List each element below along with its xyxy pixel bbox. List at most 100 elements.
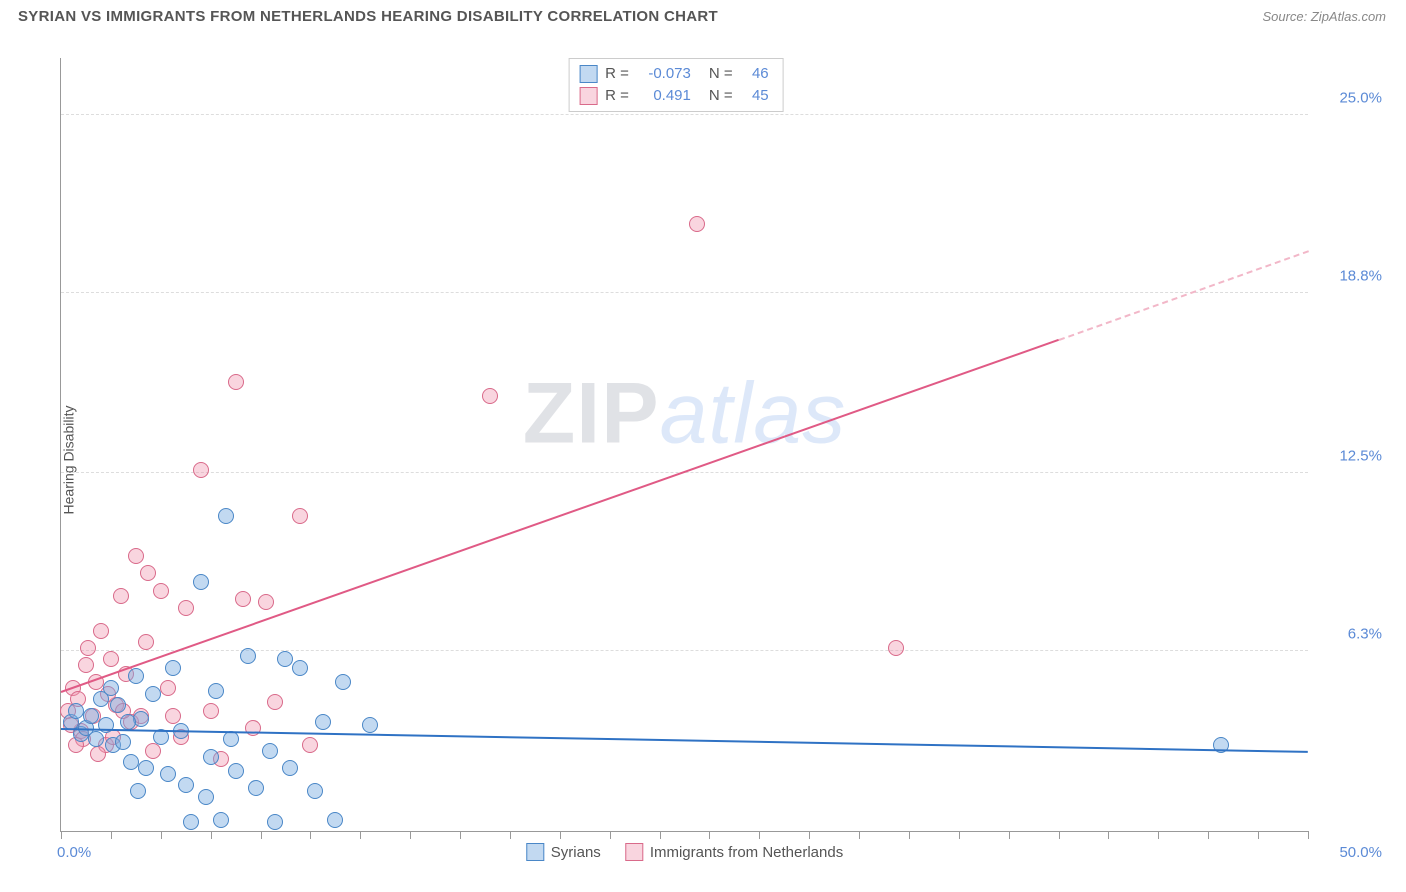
scatter-point-blue [110, 697, 126, 713]
legend-item: Immigrants from Netherlands [625, 843, 843, 861]
scatter-point-blue [362, 717, 378, 733]
scatter-point-pink [113, 588, 129, 604]
scatter-point-blue [203, 749, 219, 765]
scatter-point-pink [193, 462, 209, 478]
scatter-point-pink [93, 623, 109, 639]
scatter-point-pink [78, 657, 94, 673]
scatter-point-pink [178, 600, 194, 616]
x-tick [460, 831, 461, 839]
scatter-point-pink [138, 634, 154, 650]
x-tick [111, 831, 112, 839]
x-tick [1208, 831, 1209, 839]
n-label: N = [709, 85, 733, 107]
scatter-point-blue [103, 680, 119, 696]
scatter-point-pink [228, 374, 244, 390]
scatter-point-blue [138, 760, 154, 776]
x-tick [1258, 831, 1259, 839]
r-label: R = [605, 85, 629, 107]
stats-row: R = -0.073 N = 46 [579, 63, 769, 85]
scatter-point-blue [120, 714, 136, 730]
r-value: -0.073 [637, 63, 691, 85]
x-tick [310, 831, 311, 839]
stats-legend-box: R = -0.073 N = 46 R = 0.491 N = 45 [568, 58, 784, 112]
legend-swatch [526, 843, 544, 861]
n-value: 46 [741, 63, 769, 85]
scatter-point-pink [160, 680, 176, 696]
watermark-zip: ZIP [523, 365, 660, 461]
x-tick [610, 831, 611, 839]
scatter-point-pink [267, 694, 283, 710]
legend-swatch [625, 843, 643, 861]
chart-header: SYRIAN VS IMMIGRANTS FROM NETHERLANDS HE… [0, 0, 1406, 29]
scatter-point-blue [218, 508, 234, 524]
scatter-point-blue [160, 766, 176, 782]
scatter-point-blue [282, 760, 298, 776]
y-tick-label: 12.5% [1314, 448, 1382, 465]
scatter-point-pink [80, 640, 96, 656]
scatter-point-blue [165, 660, 181, 676]
regression-line-extrapolated [1058, 250, 1308, 341]
x-tick [161, 831, 162, 839]
scatter-point-blue [208, 683, 224, 699]
scatter-point-pink [90, 746, 106, 762]
n-label: N = [709, 63, 733, 85]
scatter-point-blue [128, 668, 144, 684]
x-tick [510, 831, 511, 839]
scatter-point-pink [153, 583, 169, 599]
n-value: 45 [741, 85, 769, 107]
chart-source: Source: ZipAtlas.com [1262, 9, 1386, 24]
x-tick [61, 831, 62, 839]
scatter-point-blue [327, 812, 343, 828]
plot-region: ZIPatlas R =-0.073N =46R =0.491N =45 0.0… [60, 58, 1308, 832]
scatter-point-blue [223, 731, 239, 747]
x-tick [959, 831, 960, 839]
x-tick [859, 831, 860, 839]
scatter-point-blue [335, 674, 351, 690]
watermark: ZIPatlas [523, 364, 846, 463]
x-tick [909, 831, 910, 839]
scatter-point-pink [140, 565, 156, 581]
gridline [61, 292, 1308, 293]
x-tick [660, 831, 661, 839]
r-value: 0.491 [637, 85, 691, 107]
scatter-point-pink [689, 216, 705, 232]
x-axis-min-label: 0.0% [57, 844, 91, 861]
chart-area: Hearing Disability ZIPatlas R =-0.073N =… [18, 40, 1386, 880]
scatter-point-blue [88, 731, 104, 747]
x-tick [211, 831, 212, 839]
x-tick [1158, 831, 1159, 839]
y-tick-label: 18.8% [1314, 267, 1382, 284]
scatter-point-blue [307, 783, 323, 799]
scatter-point-pink [888, 640, 904, 656]
scatter-point-blue [178, 777, 194, 793]
scatter-point-blue [183, 814, 199, 830]
x-axis-max-label: 50.0% [1314, 844, 1382, 861]
legend-swatch [579, 87, 597, 105]
scatter-point-pink [235, 591, 251, 607]
regression-line [61, 728, 1308, 753]
x-tick [1108, 831, 1109, 839]
scatter-point-pink [203, 703, 219, 719]
x-tick [709, 831, 710, 839]
legend-swatch [579, 65, 597, 83]
x-tick [759, 831, 760, 839]
scatter-point-blue [277, 651, 293, 667]
x-tick [410, 831, 411, 839]
scatter-point-blue [248, 780, 264, 796]
scatter-point-blue [68, 703, 84, 719]
x-tick [1059, 831, 1060, 839]
legend-item: Syrians [526, 843, 601, 861]
legend-label: Syrians [551, 844, 601, 861]
scatter-point-blue [198, 789, 214, 805]
r-label: R = [605, 63, 629, 85]
scatter-point-blue [267, 814, 283, 830]
x-tick [360, 831, 361, 839]
x-tick [1009, 831, 1010, 839]
gridline [61, 114, 1308, 115]
scatter-point-blue [315, 714, 331, 730]
scatter-point-blue [213, 812, 229, 828]
regression-line [61, 339, 1059, 693]
scatter-point-blue [240, 648, 256, 664]
chart-title: SYRIAN VS IMMIGRANTS FROM NETHERLANDS HE… [18, 8, 718, 25]
scatter-point-pink [103, 651, 119, 667]
